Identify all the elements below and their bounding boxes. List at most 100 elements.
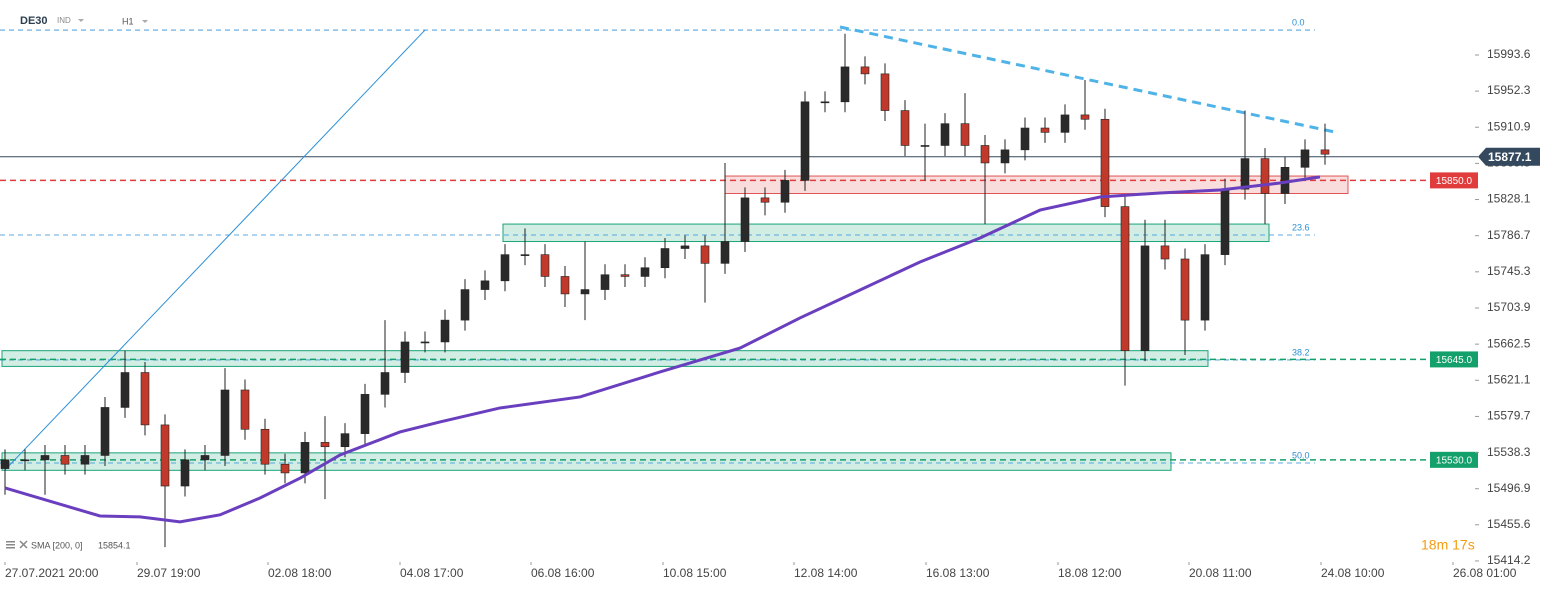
candle-body [760,197,770,203]
candle-body [20,459,30,462]
candle-body [1240,158,1250,190]
dropdown-arrow[interactable] [78,19,84,22]
candle-body [960,123,970,146]
instrument-type: IND [57,16,71,25]
x-tick-label: 20.08 11:00 [1189,566,1252,580]
fibonacci-label: 0.0 [1292,17,1305,27]
legend-icons[interactable] [6,540,28,549]
candle-body [1100,118,1110,207]
candle-body [580,289,590,295]
current-price-label: 15877.1 [1488,150,1532,164]
candle-body [1200,254,1210,321]
candle-body [240,389,250,430]
fibonacci-label: 38.2 [1292,347,1310,357]
plot-area: 0.0 23.6 38.2 50.0 15850.0 15645.0 15530.0 [0,17,1478,548]
current-price-tag [1478,147,1540,166]
x-tick-label: 29.07 19:00 [137,566,201,580]
candle-body [440,319,450,343]
candle-body [540,254,550,277]
level-tag [1430,351,1478,368]
candle-body [980,145,990,164]
candle-body [380,372,390,395]
candle-body [660,248,670,269]
sma-line [4,175,1321,524]
candle-body [1040,127,1050,133]
candle-body [920,145,930,147]
candle-body [480,280,490,290]
candle-body [840,66,850,103]
candle-body [460,289,470,321]
candle-body [300,442,310,474]
zone [1,452,1172,471]
candle-body [1000,149,1010,164]
y-tick-label: 15621.1 [1487,372,1531,386]
candle-body [560,276,570,295]
candle-body [940,123,950,146]
candle-body [740,197,750,242]
candle-body [180,459,190,487]
trendline [839,25,1336,134]
level-tag [1430,172,1478,189]
candle-body [1260,158,1270,194]
x-tick-label: 04.08 17:00 [400,566,464,580]
level-label: 15850.0 [1436,176,1473,187]
symbol[interactable]: DE30 [20,15,48,27]
candle-body [340,433,350,448]
candle-body [1180,258,1190,321]
candle-body [1320,149,1330,155]
candle-body [680,245,690,249]
y-tick-label: 15993.6 [1487,47,1531,61]
candle-body [60,455,70,465]
candle-body [260,428,270,465]
candle-body [800,101,810,181]
y-tick-label: 15952.3 [1487,83,1531,97]
candle-body [80,455,90,465]
y-tick-label: 15703.9 [1487,300,1531,314]
candle-body [160,424,170,487]
candle-body [1160,245,1170,260]
candle-body [420,341,430,344]
indicator-name: SMA [200, 0] [31,540,83,550]
candle-body [780,180,790,203]
candle-body [120,372,130,408]
candle-body [1140,245,1150,351]
y-tick-label: 15786.7 [1487,228,1531,242]
y-tick-label: 15828.1 [1487,192,1531,206]
candle-body [600,274,610,290]
countdown: 18m 17s [1421,537,1475,553]
zone [1,350,1209,367]
x-tick-label: 10.08 15:00 [663,566,727,580]
candle-body [40,455,50,461]
candle-body [880,73,890,111]
candle-body [820,101,830,104]
candle-body [400,341,410,373]
candle-body [1020,127,1030,151]
candle-body [1080,114,1090,120]
fibonacci-label: 23.6 [1292,222,1310,232]
level-label: 15645.0 [1436,355,1473,366]
x-tick-label: 27.07.2021 20:00 [5,566,99,580]
candle-body [720,241,730,264]
candle-body [0,459,10,469]
candle-body [860,66,870,75]
candle-body [1120,206,1130,351]
y-tick-label: 15414.2 [1487,553,1531,567]
candle-body [1060,114,1070,133]
level-label: 15530.0 [1436,455,1473,466]
fibonacci-label: 50.0 [1292,450,1310,460]
timeframe[interactable]: H1 [122,16,134,26]
candle-body [220,389,230,456]
y-tick-label: 15496.9 [1487,481,1531,495]
candle-body [1300,149,1310,168]
candle-body [900,110,910,146]
level-tag [1430,451,1478,468]
y-tick-label: 15745.3 [1487,264,1531,278]
dropdown-arrow[interactable] [142,20,148,23]
y-tick-label: 15455.6 [1487,517,1531,531]
x-tick-label: 16.08 13:00 [926,566,990,580]
x-tick-label: 24.08 10:00 [1321,566,1385,580]
indicator-value: 15854.1 [98,540,131,550]
y-tick-label: 15538.3 [1487,445,1531,459]
candle-body [200,455,210,461]
